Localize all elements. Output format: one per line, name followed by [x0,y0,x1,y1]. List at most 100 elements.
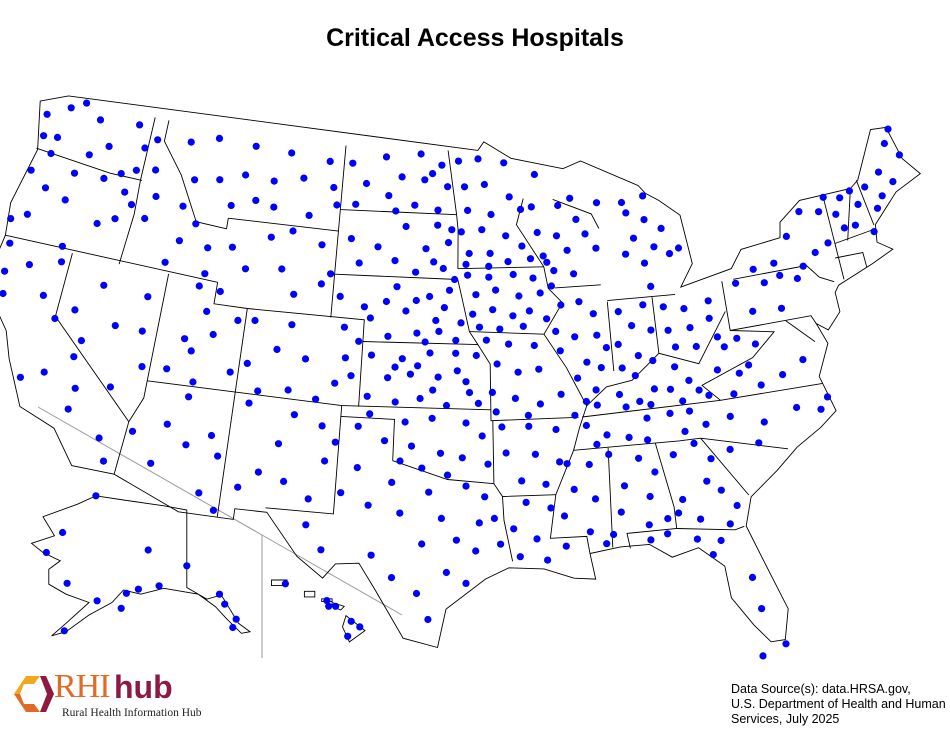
hospital-marker [278,265,286,273]
inset-divider-lines [37,406,403,658]
state-borders [0,95,922,649]
hospital-marker [518,242,526,250]
hospital-marker [695,386,703,394]
hospital-marker [815,208,823,216]
hospital-marker [105,142,113,150]
hospital-marker [245,399,253,407]
hospital-marker [434,373,442,381]
hospital-marker [819,193,827,201]
state-border [586,311,726,407]
hospital-marker [136,121,144,129]
hospital-marker [452,336,460,344]
hospital-marker [280,477,288,485]
hospital-marker [665,250,674,258]
hospital-marker [817,405,825,413]
state-border [651,297,660,354]
hospital-marker [639,192,647,200]
hospital-marker [141,214,149,223]
hospital-marker [464,271,472,279]
hospital-marker [536,400,545,408]
hospital-marker [411,201,419,209]
hospital-marker [782,232,791,240]
state-border [676,525,745,531]
hospital-marker [396,509,404,517]
hospital-marker [542,480,550,488]
state-border [330,145,347,318]
hospital-marker [304,495,312,503]
hospital-marker [593,440,601,448]
hospital-marker [360,303,368,311]
state-border [147,380,342,407]
hospital-marker [63,579,71,587]
hospital-marker [388,478,396,486]
hospital-marker [472,547,480,555]
hospital-marker [382,297,390,306]
hospital-marker [93,597,101,605]
hospital-marker [327,270,335,278]
state-border [128,273,170,422]
hospital-marker [347,617,355,625]
hospital-marker [333,201,341,209]
source-line: Services, July 2025 [731,712,840,726]
hospital-marker [398,355,406,363]
state-border [392,460,494,485]
hospital-marker [644,436,652,444]
state-border [835,251,868,268]
hospital-marker [442,568,450,577]
hospital-markers [0,99,904,660]
hospital-marker [77,337,85,345]
rhihub-logo[interactable]: RHI hub Rural Health Information Hub [14,668,214,720]
hospital-marker [705,391,713,399]
hospital-marker [152,166,160,174]
hospital-marker [243,359,251,367]
hospital-marker [195,489,203,497]
alaska-outline [30,495,252,637]
hospital-marker [571,411,579,419]
hospital-marker [782,640,790,648]
hospital-marker [531,450,540,458]
hospital-marker [622,403,630,411]
hospital-marker [582,421,591,430]
hospital-marker [448,226,456,234]
hospital-marker [457,319,465,327]
source-line: Data Source(s): data.HRSA.gov, [731,682,911,696]
hospital-marker [505,193,513,201]
hospital-marker [290,290,298,298]
hospital-marker [793,403,801,412]
hospital-marker [301,355,310,363]
hospital-marker [509,270,517,279]
data-source-note: Data Source(s): data.HRSA.gov, U.S. Depa… [731,682,946,727]
hospital-marker [502,449,510,457]
hospital-marker [554,201,562,210]
hospital-marker [485,262,493,270]
hospital-marker [870,228,878,236]
hospital-marker [207,431,216,440]
hospital-marker [713,333,722,341]
hospital-marker [70,169,79,177]
hospital-marker [221,600,229,608]
hospital-marker [252,142,260,150]
hospital-marker [363,392,371,400]
hospital-marker [147,459,155,467]
hospital-marker [745,361,753,369]
hospital-marker [516,205,525,213]
hospital-marker [527,203,535,211]
hospital-marker [289,227,297,235]
hospital-marker [215,590,224,598]
hospital-marker [874,168,883,176]
hospital-marker [412,268,420,276]
hospital-marker [717,536,725,545]
hospital-marker [182,441,190,449]
hospital-marker [793,274,802,283]
hospital-marker [634,352,642,360]
hospital-marker [127,201,136,209]
hospital-marker [39,291,48,299]
hospital-marker [675,509,683,517]
hospital-marker [99,457,108,465]
hospital-marker [302,521,310,529]
hospital-marker [288,321,296,329]
hospital-marker [317,546,325,554]
hospital-marker [464,206,472,214]
hospital-marker [432,316,440,325]
hospital-marker [664,326,672,334]
